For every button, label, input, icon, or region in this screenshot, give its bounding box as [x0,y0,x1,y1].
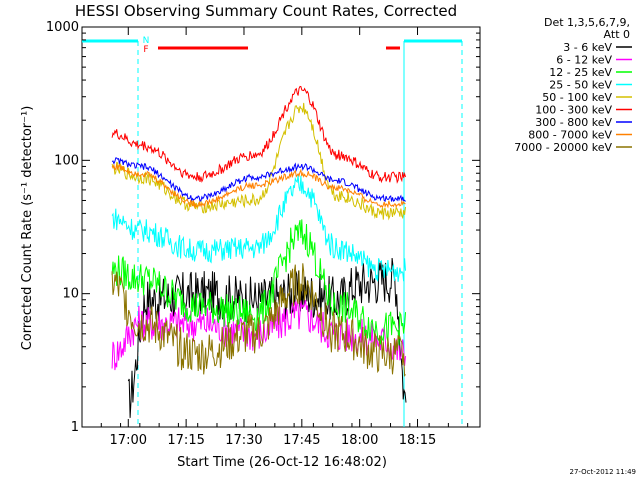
legend-label: 25 - 50 keV [549,79,612,92]
legend-label: 300 - 800 keV [535,116,612,129]
legend-label: 7000 - 20000 keV [514,141,612,154]
y-tick-label: 10 [62,287,79,302]
x-tick-label: 17:30 [225,433,262,448]
x-tick-label: 18:00 [341,433,378,448]
plot-area [81,26,481,428]
legend-label: 800 - 7000 keV [528,129,612,142]
x-tick-label: 17:00 [110,433,147,448]
y-axis-label: Corrected Count Rate (s⁻¹ detector⁻¹) [20,106,35,351]
y-tick-label: 1 [71,420,79,435]
legend-label: 50 - 100 keV [542,91,612,104]
legend-header-line-2: Att 0 [604,28,630,41]
chart-title: HESSI Observing Summary Count Rates, Cor… [75,2,457,20]
x-tick-label: 17:45 [283,433,320,448]
plot-frame [81,26,481,428]
x-axis: 17:00 17:15 17:30 17:45 18:00 18:15 [81,27,469,448]
legend-label: 3 - 6 keV [563,41,612,54]
y-axis: 1 10 100 1000 [46,20,480,435]
series-line-4 [111,102,406,221]
flag-label-n: N [143,36,150,46]
x-axis-label: Start Time (26-Oct-12 16:48:02) [177,455,387,470]
series-line-7 [111,163,406,209]
legend-label: 12 - 25 keV [549,66,612,79]
legend-header-line-1: Det 1,3,5,6,7,9, [544,16,630,29]
x-tick-label: 18:15 [399,433,436,448]
timestamp: 27-Oct-2012 11:49 [570,468,636,476]
x-tick-label: 17:15 [167,433,204,448]
legend-label: 6 - 12 keV [556,54,612,67]
legend-label: 100 - 300 keV [535,104,612,117]
series-line-3 [111,175,406,282]
series-line-8 [111,263,406,378]
series-line-6 [111,157,406,203]
y-tick-label: 100 [54,153,79,168]
flag-label-f: F [143,45,148,55]
series-line-5 [111,85,406,184]
y-tick-label: 1000 [46,20,79,35]
